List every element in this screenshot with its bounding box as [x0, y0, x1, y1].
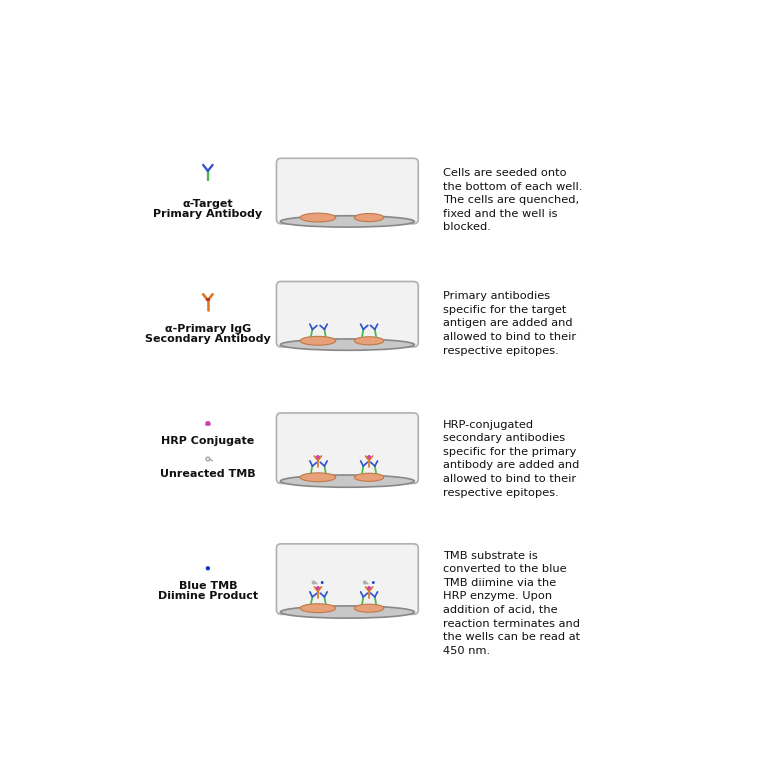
Text: HRP-conjugated
secondary antibodies
specific for the primary
antibody are added : HRP-conjugated secondary antibodies spec…	[442, 419, 579, 497]
Text: α-Primary IgG: α-Primary IgG	[165, 324, 251, 334]
Ellipse shape	[280, 339, 414, 351]
Ellipse shape	[354, 337, 384, 345]
Circle shape	[372, 581, 374, 584]
Text: Primary Antibody: Primary Antibody	[154, 209, 263, 219]
Text: Unreacted TMB: Unreacted TMB	[160, 469, 256, 479]
Ellipse shape	[300, 336, 335, 345]
Circle shape	[321, 581, 324, 584]
FancyBboxPatch shape	[277, 413, 418, 484]
Text: Primary antibodies
specific for the target
antigen are added and
allowed to bind: Primary antibodies specific for the targ…	[442, 291, 576, 355]
Text: Cells are seeded onto
the bottom of each well.
The cells are quenched,
fixed and: Cells are seeded onto the bottom of each…	[442, 168, 582, 232]
Text: Diimine Product: Diimine Product	[158, 591, 258, 601]
Circle shape	[206, 566, 210, 571]
Ellipse shape	[280, 475, 414, 487]
Ellipse shape	[300, 473, 335, 482]
Ellipse shape	[280, 606, 414, 618]
FancyBboxPatch shape	[277, 158, 418, 224]
Ellipse shape	[354, 604, 384, 612]
Ellipse shape	[300, 604, 335, 613]
FancyBboxPatch shape	[277, 544, 418, 614]
Text: Secondary Antibody: Secondary Antibody	[145, 334, 270, 345]
Text: TMB substrate is
converted to the blue
TMB diimine via the
HRP enzyme. Upon
addi: TMB substrate is converted to the blue T…	[442, 551, 580, 656]
Ellipse shape	[280, 215, 414, 227]
Text: Blue TMB: Blue TMB	[179, 581, 237, 591]
Ellipse shape	[354, 473, 384, 481]
Text: α-Target: α-Target	[183, 199, 233, 209]
Ellipse shape	[300, 213, 335, 222]
Ellipse shape	[354, 213, 384, 222]
Text: HRP Conjugate: HRP Conjugate	[161, 436, 254, 446]
FancyBboxPatch shape	[277, 281, 418, 347]
